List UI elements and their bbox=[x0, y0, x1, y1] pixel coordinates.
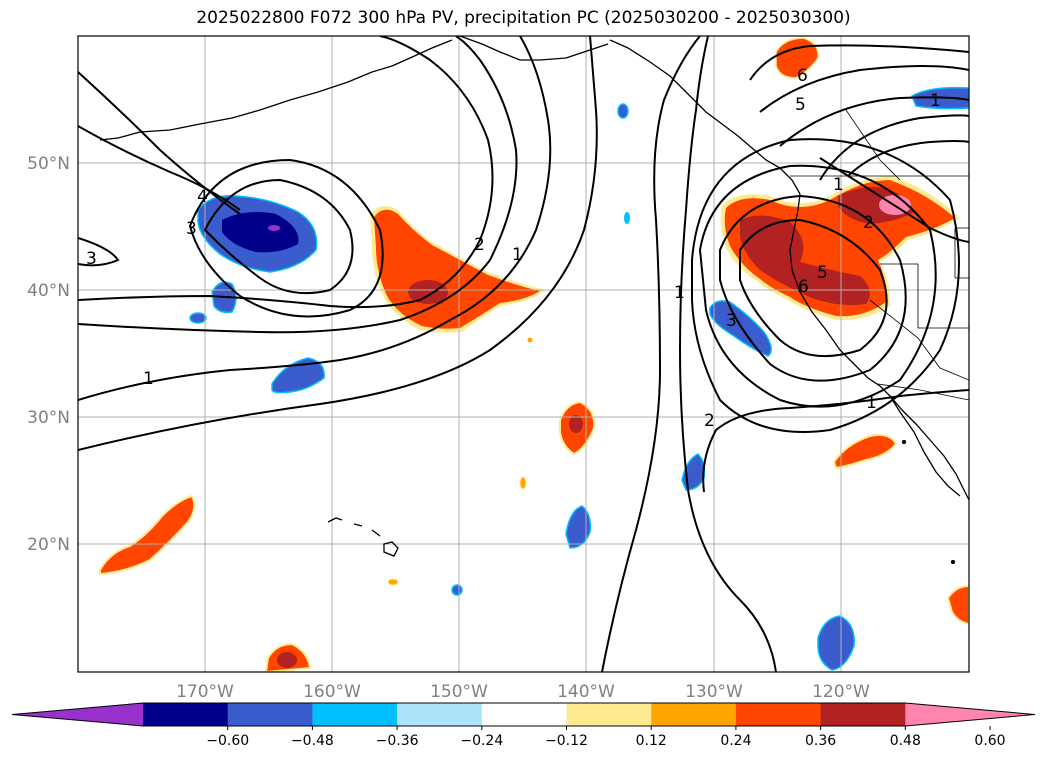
contour-label-1a: 1 bbox=[512, 245, 523, 265]
colorbar-swatch bbox=[397, 703, 483, 726]
colorbar-swatch bbox=[651, 703, 737, 726]
lon-label-150w: 150°W bbox=[430, 682, 488, 702]
colorbar-swatch bbox=[312, 703, 398, 726]
contour-label-2c: 2 bbox=[863, 213, 874, 233]
colorbar-swatch bbox=[820, 703, 906, 726]
contour-label-5: 5 bbox=[817, 263, 828, 283]
colorbar-tick-label: 0.60 bbox=[974, 733, 1005, 749]
colorbar-tick-label: 0.24 bbox=[720, 733, 751, 749]
contour-label-1e: 1 bbox=[866, 393, 877, 413]
longitude-labels: 170°W 160°W 150°W 140°W 130°W 120°W bbox=[176, 682, 870, 702]
lon-label-160w: 160°W bbox=[303, 682, 361, 702]
lon-label-170w: 170°W bbox=[176, 682, 234, 702]
lat-label-30n: 30°N bbox=[27, 408, 70, 428]
colorbar-swatch bbox=[227, 703, 313, 726]
colorbar-tick-label: 0.12 bbox=[636, 733, 667, 749]
contour-label-1f: 1 bbox=[833, 175, 844, 195]
precip-blue-south bbox=[565, 505, 592, 549]
precip-right-edge bbox=[946, 584, 969, 626]
pv-contours bbox=[78, 36, 969, 672]
contour-label-2b: 2 bbox=[704, 411, 715, 431]
colorbar-outline bbox=[11, 702, 1036, 727]
pv-contour-labels: 4 3 3 2 1 1 1 2 3 5 6 6 5 2 1 1 1 bbox=[86, 66, 941, 431]
colorbar: −0.60 −0.48 −0.36 −0.24 −0.12 0.12 0.24 0.36 0.4… bbox=[11, 702, 1036, 749]
contour-label-1d: 1 bbox=[930, 91, 941, 111]
precip-northeast-small bbox=[775, 37, 819, 79]
lon-label-130w: 130°W bbox=[685, 682, 743, 702]
latitude-labels: 50°N 40°N 30°N 20°N bbox=[27, 154, 70, 555]
colorbar-extend-min bbox=[12, 703, 143, 726]
contour-label-4: 4 bbox=[197, 187, 208, 207]
contour-label-3c: 3 bbox=[726, 311, 737, 331]
contour-label-1c: 1 bbox=[674, 283, 685, 303]
map-background bbox=[78, 36, 969, 672]
colorbar-tick-label: −0.36 bbox=[376, 733, 419, 749]
colorbar-tick-label: −0.12 bbox=[545, 733, 588, 749]
colorbar-tick-label: −0.24 bbox=[460, 733, 503, 749]
lat-label-20n: 20°N bbox=[27, 535, 70, 555]
contour-label-6: 6 bbox=[798, 277, 809, 297]
contour-label-1b: 1 bbox=[143, 369, 154, 389]
lat-label-40n: 40°N bbox=[27, 281, 70, 301]
colorbar-tick-label: 0.36 bbox=[805, 733, 836, 749]
colorbar-swatch bbox=[481, 703, 567, 726]
colorbar-swatch bbox=[143, 703, 229, 726]
colorbar-swatch bbox=[735, 703, 822, 726]
precip-blue-bottom-right bbox=[817, 615, 855, 671]
map-title: 2025022800 F072 300 hPa PV, precipitatio… bbox=[196, 8, 851, 28]
colorbar-tick-label: 0.48 bbox=[890, 733, 921, 749]
contour-label-3: 3 bbox=[186, 219, 197, 239]
contour-label-5b: 5 bbox=[795, 95, 806, 115]
contour-label-6b: 6 bbox=[797, 66, 808, 86]
precip-blue-small-2 bbox=[271, 357, 325, 394]
lat-label-50n: 50°N bbox=[27, 154, 70, 174]
colorbar-tick-label: −0.60 bbox=[206, 733, 249, 749]
colorbar-tick-label: −0.48 bbox=[291, 733, 334, 749]
lon-label-120w: 120°W bbox=[812, 682, 870, 702]
map-border bbox=[77, 35, 970, 673]
colorbar-swatch bbox=[566, 703, 652, 726]
contour-label-3b: 3 bbox=[86, 249, 97, 269]
contour-label-2: 2 bbox=[474, 235, 485, 255]
precip-baja bbox=[832, 434, 898, 470]
colorbar-extend-max bbox=[905, 703, 1035, 726]
precip-southwest-plume bbox=[99, 494, 196, 576]
lon-label-140w: 140°W bbox=[557, 682, 615, 702]
